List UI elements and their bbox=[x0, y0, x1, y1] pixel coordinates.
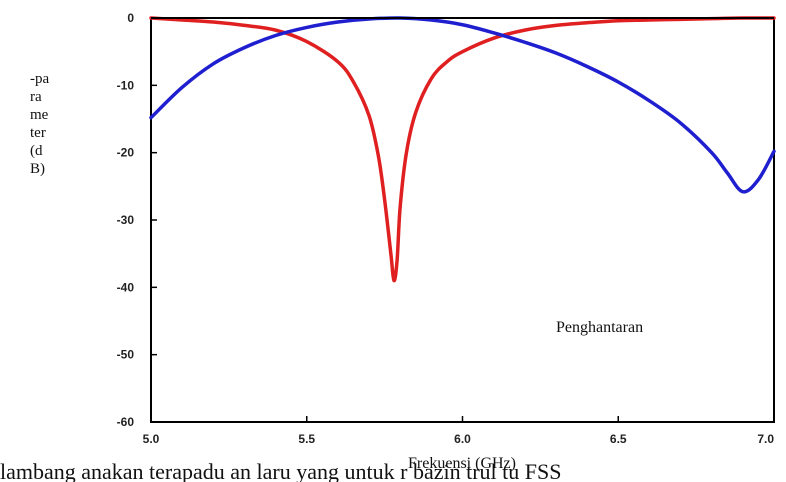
y-tick-label: -60 bbox=[117, 415, 135, 429]
x-tick-label: 5.5 bbox=[298, 432, 315, 446]
y-tick-label: -50 bbox=[117, 348, 135, 362]
series-line-blue bbox=[149, 16, 776, 194]
y-axis-label: -parameter (dB) bbox=[30, 71, 50, 177]
x-tick-label: 5.0 bbox=[143, 432, 160, 446]
caption-text: lambang anakan terapadu an laru yang unt… bbox=[0, 462, 562, 482]
plot-area bbox=[150, 17, 775, 423]
plot-frame bbox=[150, 17, 775, 423]
tick-labels: 5.0 5.5 6.0 6.5 7.0 0 -10 -20 -30 -40 -50 -60 bbox=[117, 11, 775, 446]
y-tick-label: 0 bbox=[127, 11, 134, 25]
series-line-red bbox=[149, 16, 776, 283]
series-layer bbox=[149, 16, 776, 283]
y-tick-label: -40 bbox=[117, 280, 135, 294]
x-tick-label: 7.0 bbox=[757, 432, 774, 446]
y-tick-label: -10 bbox=[117, 78, 135, 92]
x-axis-label: Frekuensi (GHz) bbox=[408, 455, 516, 472]
x-tick-label: 6.5 bbox=[610, 432, 627, 446]
axis-ticks bbox=[150, 17, 775, 423]
annotation-penghantaran: Penghantaran bbox=[556, 319, 643, 336]
y-tick-label: -30 bbox=[117, 213, 135, 227]
y-tick-label: -20 bbox=[117, 146, 135, 160]
x-tick-label: 6.0 bbox=[454, 432, 471, 446]
